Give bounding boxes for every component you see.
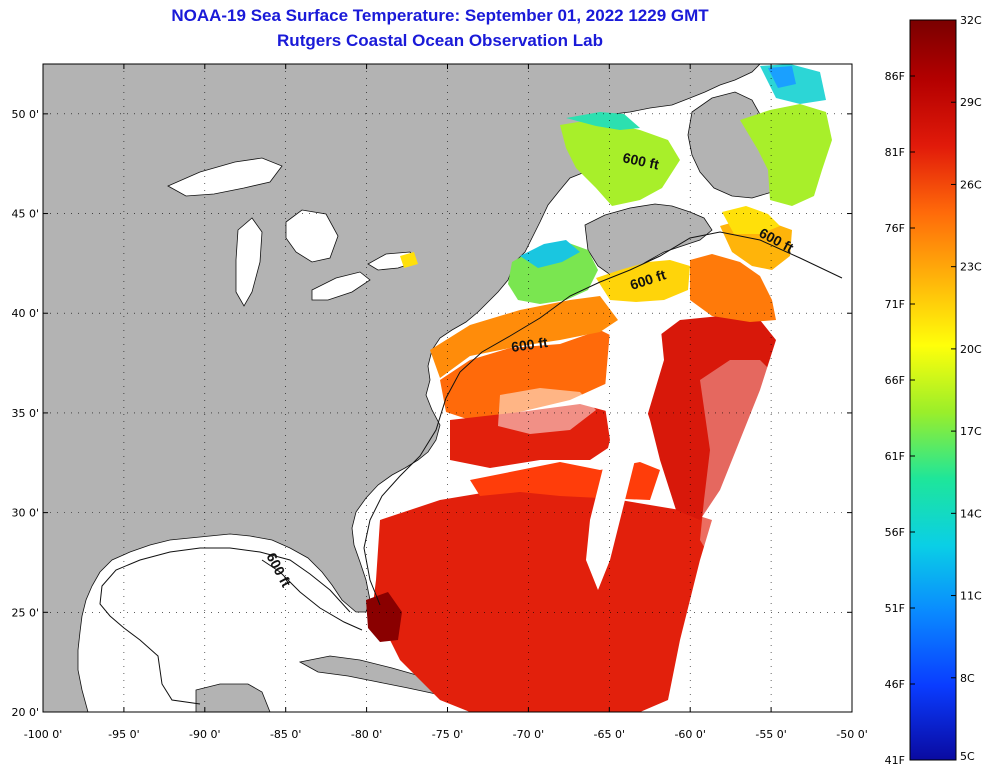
lat-tick-label: 40 0' [11, 307, 39, 320]
colorbar-label-fahrenheit: 56F [885, 526, 905, 539]
lon-tick-label: -80 0' [351, 728, 383, 741]
lon-tick-label: -60 0' [674, 728, 706, 741]
sst-warm-water [366, 218, 792, 712]
title-line-1: NOAA-19 Sea Surface Temperature: Septemb… [171, 6, 709, 25]
isobath-600ft-gulf-east [261, 559, 363, 631]
land-yucatan [195, 683, 271, 712]
lon-tick-label: -85 0' [270, 728, 302, 741]
lon-tick-label: -55 0' [755, 728, 787, 741]
lon-tick-label: -100 0' [24, 728, 62, 741]
great-lakes [167, 157, 417, 307]
colorbar-label-celsius: 29C [960, 96, 982, 109]
colorbar-label-fahrenheit: 66F [885, 374, 905, 387]
colorbar-label-celsius: 32C [960, 14, 982, 27]
colorbar-label-celsius: 5C [960, 750, 975, 763]
title-line-2: Rutgers Coastal Ocean Observation Lab [277, 31, 603, 50]
contour-label-mid-atlantic: 600 ft [510, 334, 549, 355]
colorbar-label-celsius: 26C [960, 178, 982, 191]
colorbar-label-celsius: 8C [960, 672, 975, 685]
lat-tick-label: 35 0' [11, 407, 39, 420]
colorbar-label-celsius: 11C [960, 590, 982, 603]
colorbar [909, 19, 957, 761]
isobath-600ft [363, 231, 843, 606]
lon-tick-label: -50 0' [836, 728, 868, 741]
contour-label-north: 600 ft [621, 149, 660, 172]
colorbar-label-fahrenheit: 81F [885, 146, 905, 159]
lat-tick-label: 25 0' [11, 606, 39, 619]
colorbar-label-fahrenheit: 76F [885, 222, 905, 235]
colorbar-label-fahrenheit: 41F [885, 754, 905, 767]
sst-cold-water [400, 64, 832, 304]
colorbar-label-celsius: 23C [960, 261, 982, 274]
colorbar-label-celsius: 14C [960, 507, 982, 520]
colorbar-labels: 32C 29C 26C 23C 20C 17C 14C 11C 8C 5C 86F 81F 76F 71F… [885, 14, 982, 767]
land-nova-scotia [584, 203, 713, 277]
lat-tick-label: 45 0' [11, 208, 39, 221]
lon-tick-label: -75 0' [432, 728, 464, 741]
map-ticks [42, 64, 853, 713]
map-graticule [43, 64, 852, 712]
colorbar-label-fahrenheit: 61F [885, 450, 905, 463]
lat-tick-label: 20 0' [11, 706, 39, 719]
colorbar-label-fahrenheit: 86F [885, 70, 905, 83]
lon-tick-label: -90 0' [189, 728, 221, 741]
lat-tick-label: 30 0' [11, 507, 39, 520]
axis-labels: -100 0' -95 0' -90 0' -85 0' -80 0' -75 0' -70… [11, 108, 867, 741]
colorbar-label-fahrenheit: 51F [885, 602, 905, 615]
lon-tick-label: -70 0' [513, 728, 545, 741]
colorbar-label-celsius: 17C [960, 425, 982, 438]
colorbar-label-fahrenheit: 46F [885, 678, 905, 691]
colorbar-label-celsius: 20C [960, 343, 982, 356]
lon-tick-label: -95 0' [108, 728, 140, 741]
cloud-cover [498, 310, 780, 590]
lon-tick-label: -65 0' [594, 728, 626, 741]
lat-tick-label: 50 0' [11, 108, 39, 121]
colorbar-label-fahrenheit: 71F [885, 298, 905, 311]
isobath-600ft-gulf [99, 547, 351, 705]
